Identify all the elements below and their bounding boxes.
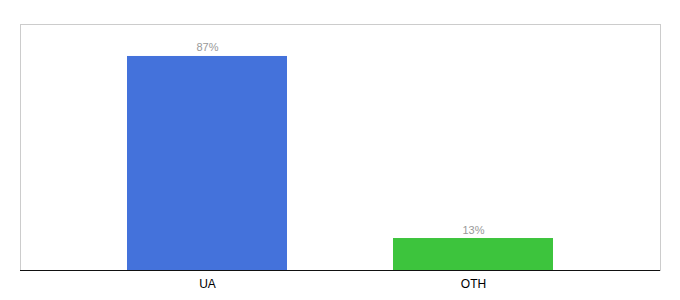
svg-text:13%: 13%: [462, 224, 484, 236]
svg-text:UA: UA: [199, 277, 216, 291]
svg-text:OTH: OTH: [461, 277, 486, 291]
svg-text:87%: 87%: [196, 41, 218, 53]
